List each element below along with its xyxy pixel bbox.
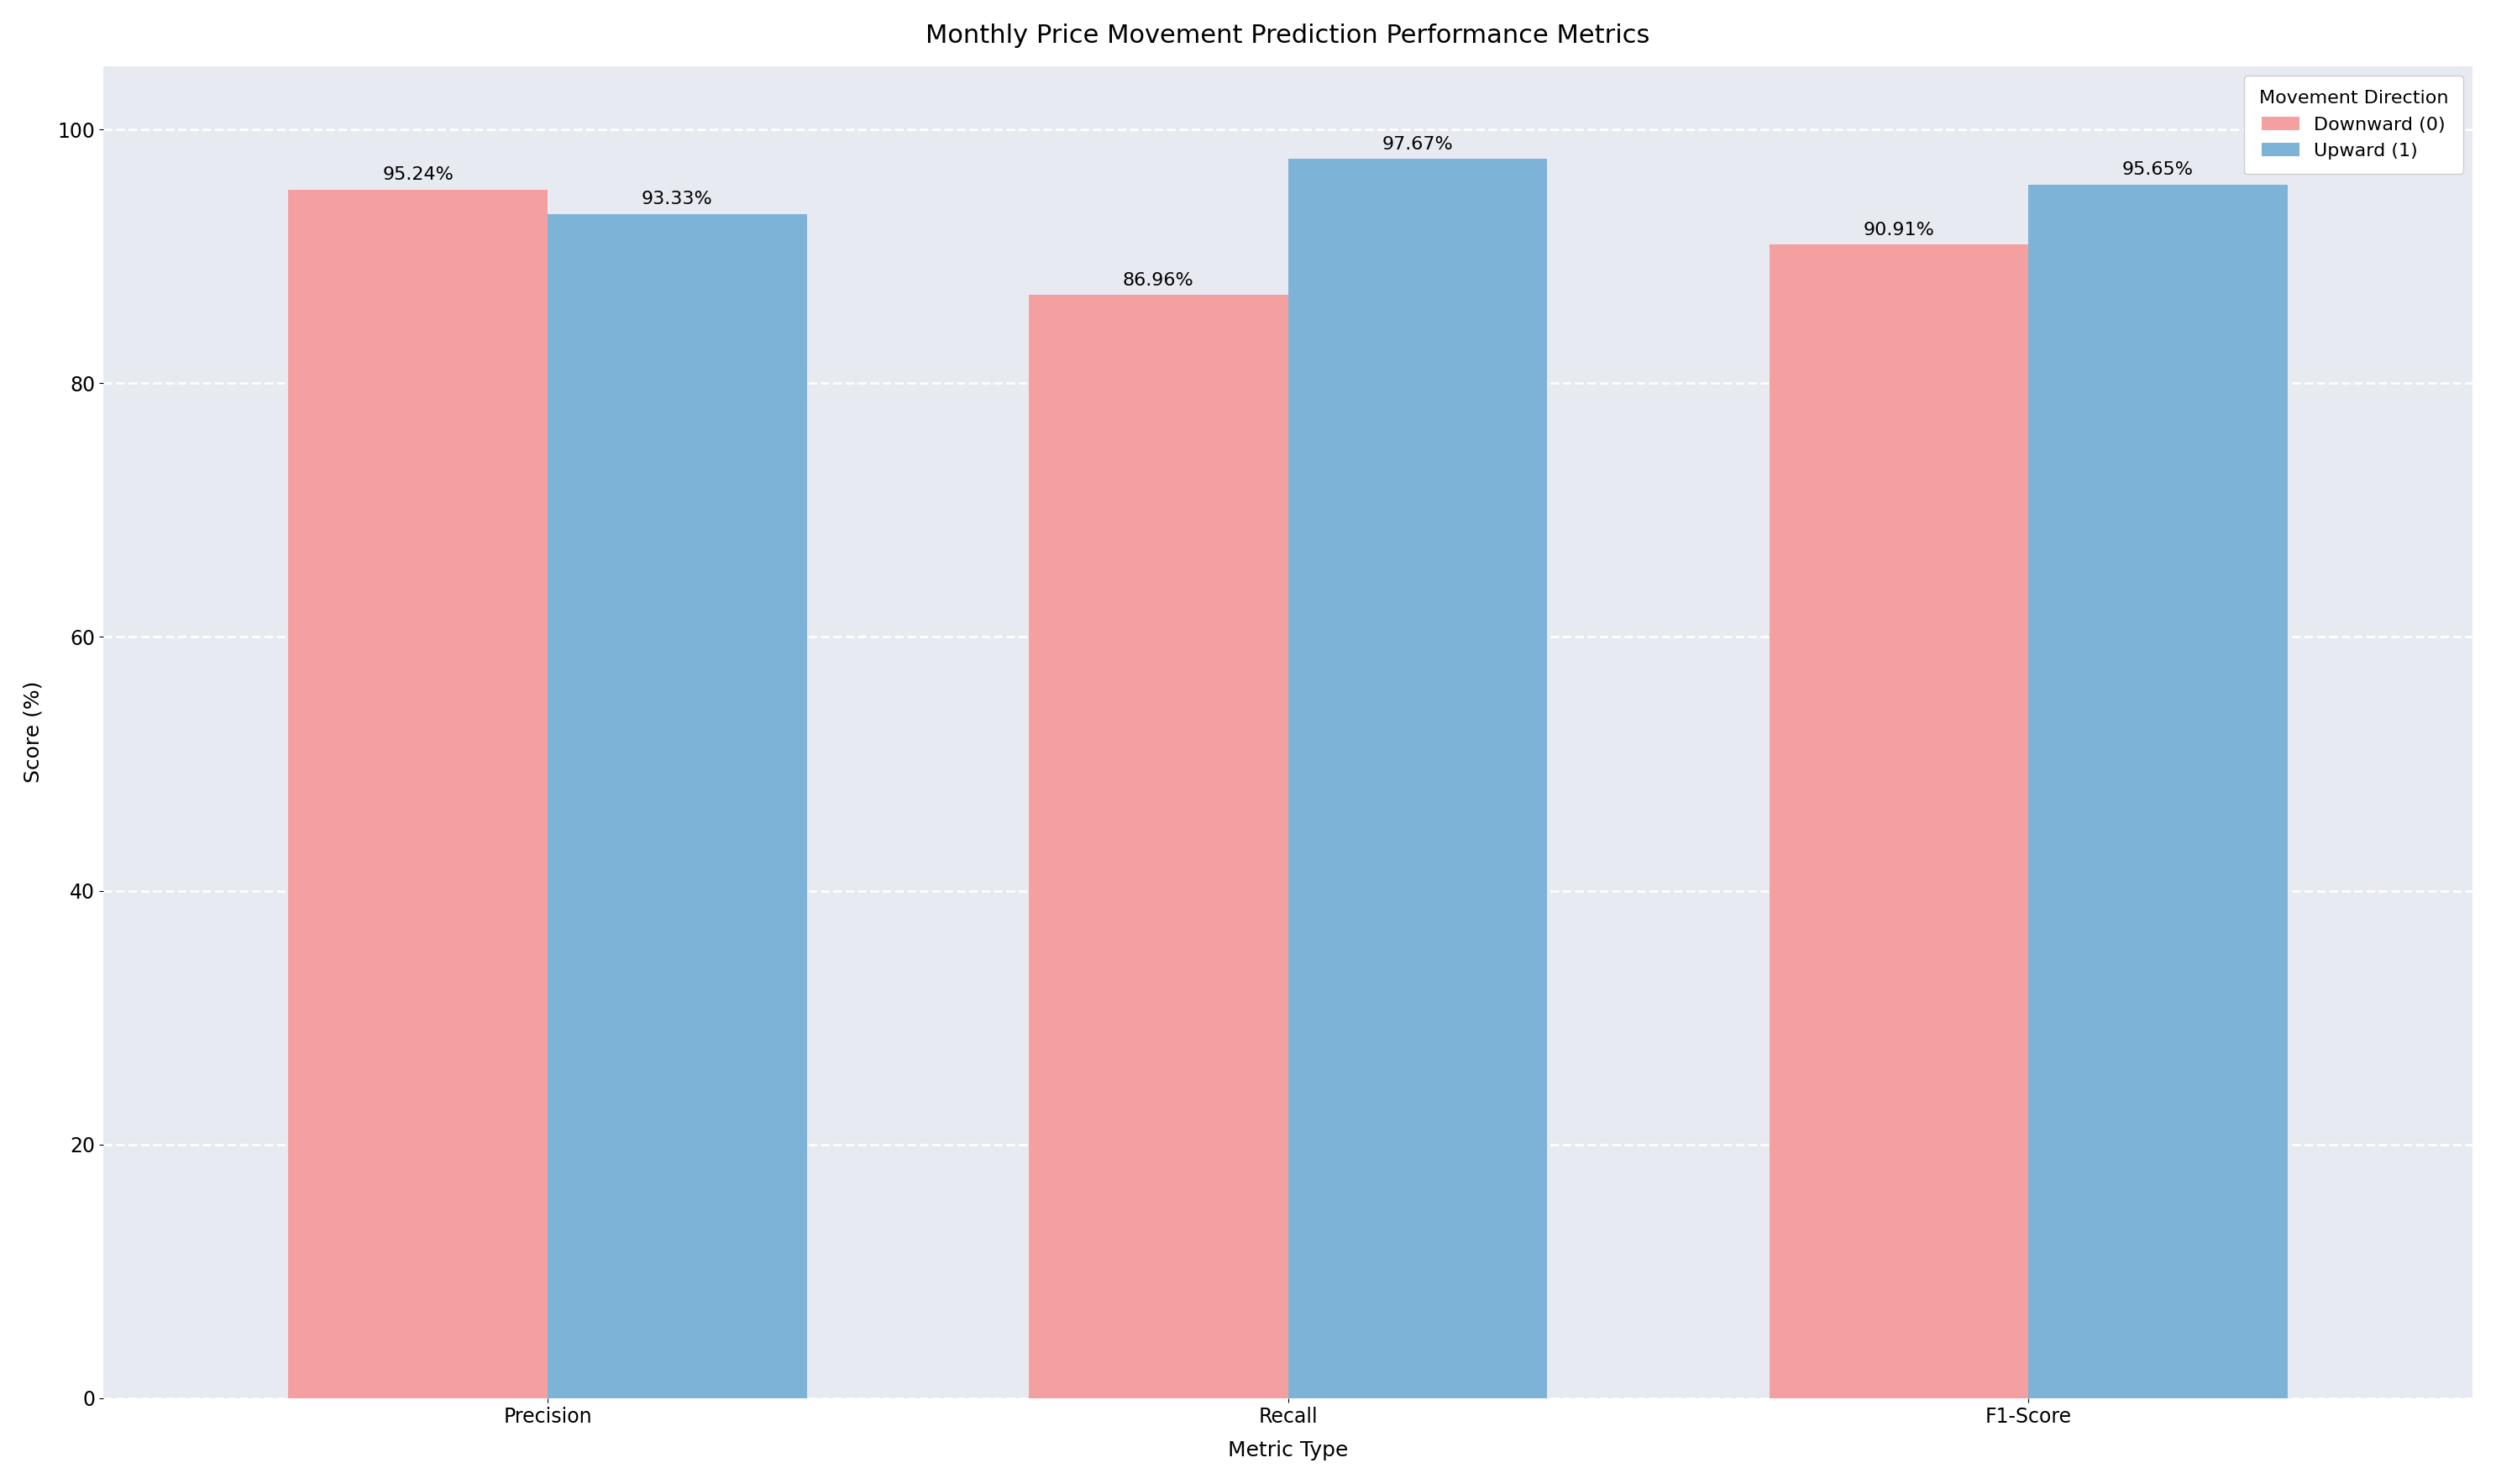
X-axis label: Metric Type: Metric Type — [1228, 1441, 1348, 1460]
Y-axis label: Score (%): Score (%) — [22, 681, 42, 784]
Legend: Downward (0), Upward (1): Downward (0), Upward (1) — [2244, 76, 2464, 174]
Text: 86.96%: 86.96% — [1123, 272, 1193, 288]
Text: 90.91%: 90.91% — [1862, 221, 1934, 239]
Text: 95.65%: 95.65% — [2122, 162, 2194, 178]
Bar — [1770, 245, 2029, 1398]
Text: 97.67%: 97.67% — [1383, 137, 1453, 153]
Bar — [547, 214, 806, 1398]
Bar — [1288, 159, 1548, 1398]
Bar — [2029, 184, 2286, 1398]
Bar — [290, 190, 547, 1398]
Title: Monthly Price Movement Prediction Performance Metrics: Monthly Price Movement Prediction Perfor… — [926, 24, 1650, 47]
Text: 93.33%: 93.33% — [641, 191, 714, 208]
Bar — [1028, 295, 1288, 1398]
Text: 95.24%: 95.24% — [382, 166, 454, 184]
